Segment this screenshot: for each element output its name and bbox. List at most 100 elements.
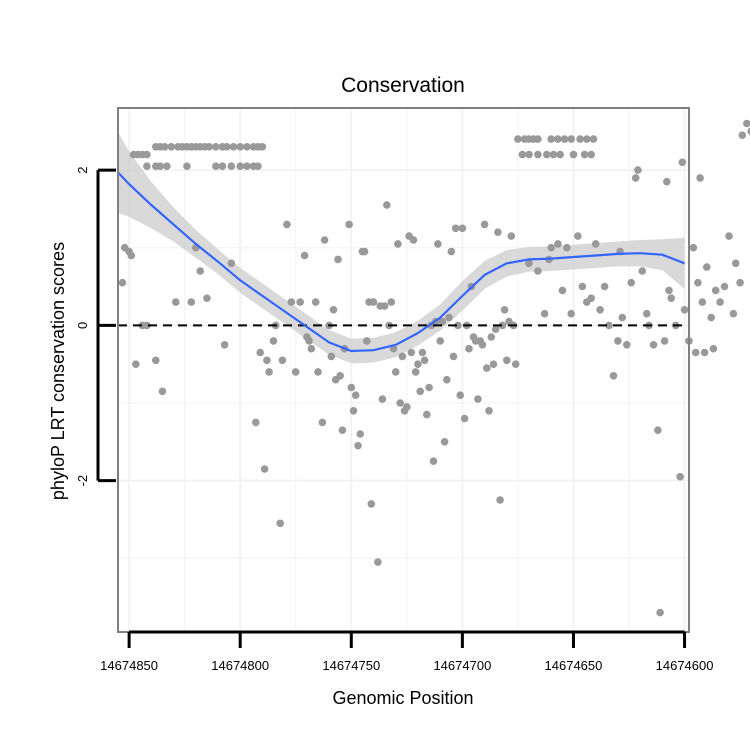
data-point	[336, 372, 345, 380]
y-axis-label: phyloP LRT conservation scores	[48, 242, 68, 500]
data-point	[489, 360, 498, 369]
data-point	[269, 337, 278, 345]
data-point	[680, 306, 689, 314]
data-point	[663, 177, 671, 186]
data-point	[396, 399, 405, 407]
data-point	[596, 306, 604, 314]
data-point	[351, 391, 360, 400]
data-point	[160, 143, 169, 151]
data-point	[167, 143, 176, 151]
data-point	[547, 135, 555, 143]
data-point	[403, 403, 411, 411]
data-point	[623, 341, 631, 349]
data-point	[314, 368, 322, 376]
data-point	[243, 143, 251, 151]
x-tick-label: 14674600	[656, 658, 714, 673]
data-point	[291, 368, 300, 376]
data-point	[591, 240, 600, 248]
data-point	[423, 410, 431, 419]
panel-border	[117, 107, 690, 633]
confidence-band-area	[118, 132, 685, 364]
data-point	[454, 321, 462, 330]
data-point	[567, 135, 575, 143]
data-point	[743, 119, 750, 128]
data-point	[554, 135, 562, 143]
y-axis: 2 0 -2	[75, 166, 116, 486]
data-point	[158, 387, 167, 396]
data-point	[227, 162, 236, 170]
x-axis-label: Genomic Position	[332, 688, 473, 708]
data-point	[656, 608, 664, 617]
data-point	[534, 150, 542, 159]
data-point	[307, 344, 316, 353]
data-point	[143, 321, 151, 330]
data-point	[380, 302, 389, 310]
data-point	[443, 375, 451, 384]
x-tick-label: 14674800	[211, 658, 269, 673]
data-point	[329, 306, 338, 314]
data-point	[696, 174, 704, 182]
data-point	[223, 143, 231, 151]
data-point	[560, 135, 569, 143]
data-point	[614, 337, 622, 345]
data-point	[511, 360, 520, 369]
data-point	[383, 201, 391, 209]
data-point	[387, 298, 396, 306]
data-points	[118, 119, 750, 617]
data-point	[478, 341, 487, 349]
data-point	[118, 278, 127, 287]
data-point	[451, 224, 460, 233]
data-point	[163, 162, 171, 170]
data-point	[689, 243, 698, 252]
x-tick-label: 14674750	[322, 658, 380, 673]
data-point	[445, 313, 453, 322]
data-point	[212, 143, 220, 151]
data-point	[540, 309, 549, 318]
data-point	[212, 162, 220, 170]
data-point	[578, 282, 587, 291]
data-point	[407, 348, 416, 357]
smooth-trend-line	[117, 171, 685, 353]
y-tick-label: -2	[75, 475, 90, 487]
data-point	[143, 162, 151, 170]
data-point	[698, 298, 707, 306]
data-point	[549, 150, 558, 159]
data-point	[554, 240, 562, 248]
data-point	[378, 395, 387, 403]
data-point	[409, 236, 418, 244]
data-point	[287, 298, 296, 306]
data-point	[296, 298, 305, 306]
data-point	[543, 150, 551, 159]
data-point	[720, 282, 729, 291]
data-point	[694, 278, 702, 287]
data-point	[703, 263, 711, 271]
data-point	[487, 333, 496, 341]
data-point	[440, 438, 449, 446]
data-point	[347, 383, 356, 392]
data-point	[525, 150, 533, 159]
data-point	[567, 309, 575, 318]
data-point	[507, 232, 516, 240]
data-point	[265, 368, 273, 376]
confidence-band	[118, 132, 685, 364]
data-point	[411, 368, 420, 376]
chart-title: Conservation	[341, 74, 465, 97]
data-point	[438, 317, 447, 326]
x-tick-label: 14674850	[100, 658, 158, 673]
data-point	[678, 158, 687, 167]
data-point	[634, 166, 642, 174]
data-point	[485, 407, 493, 415]
data-point	[398, 352, 407, 361]
data-point	[449, 352, 458, 361]
data-point	[458, 224, 467, 233]
x-tick-label: 14674650	[545, 658, 603, 673]
data-point	[483, 364, 491, 372]
data-point	[243, 162, 251, 170]
data-point	[429, 457, 438, 466]
data-point	[394, 240, 402, 248]
grid-lines	[118, 108, 689, 632]
data-point	[534, 135, 542, 143]
data-point	[263, 356, 271, 365]
data-point	[491, 325, 500, 334]
data-point	[418, 348, 427, 357]
